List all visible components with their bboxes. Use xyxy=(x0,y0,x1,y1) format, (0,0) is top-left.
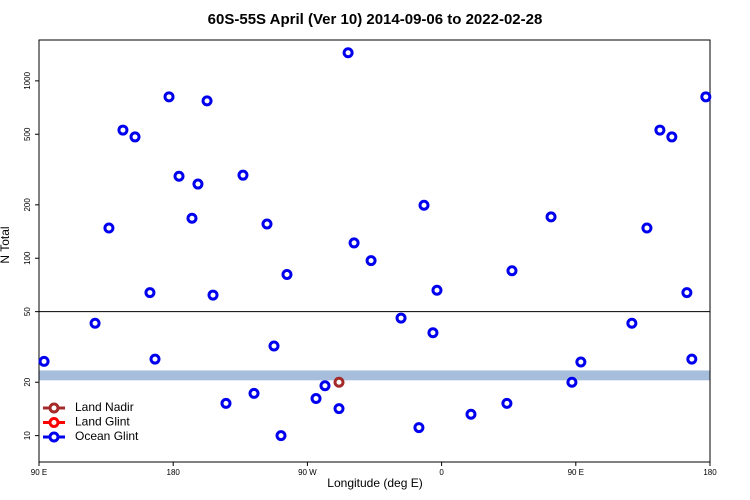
legend-marker xyxy=(48,402,60,414)
data-point xyxy=(275,430,287,442)
data-point xyxy=(310,392,322,404)
data-point xyxy=(237,169,249,181)
legend-marker xyxy=(48,431,60,443)
data-point xyxy=(418,199,430,211)
data-point xyxy=(261,218,273,230)
data-point xyxy=(248,387,260,399)
data-point xyxy=(333,376,345,388)
data-point xyxy=(654,124,666,136)
data-point xyxy=(281,268,293,280)
legend-label: Ocean Glint xyxy=(75,429,139,443)
data-point xyxy=(666,131,678,143)
data-point xyxy=(103,222,115,234)
data-point xyxy=(192,178,204,190)
data-point xyxy=(566,376,578,388)
x-axis-label: Longitude (deg E) xyxy=(327,476,422,490)
data-point xyxy=(465,408,477,420)
legend-label: Land Nadir xyxy=(75,400,134,414)
data-point xyxy=(545,211,557,223)
data-point xyxy=(201,95,213,107)
legend-label: Land Glint xyxy=(75,415,130,429)
x-tick-label: 90 E xyxy=(568,468,584,477)
data-point xyxy=(700,91,712,103)
y-tick-label: 200 xyxy=(23,198,32,212)
data-point xyxy=(163,91,175,103)
data-point xyxy=(89,317,101,329)
data-point xyxy=(186,212,198,224)
y-tick-label: 50 xyxy=(23,307,32,316)
data-point xyxy=(575,356,587,368)
y-tick-label: 100 xyxy=(23,251,32,265)
chart-title: 60S-55S April (Ver 10) 2014-09-06 to 202… xyxy=(208,11,543,28)
data-point xyxy=(117,124,129,136)
data-point xyxy=(342,47,354,59)
x-tick-label: 180 xyxy=(703,468,717,477)
data-point xyxy=(129,131,141,143)
data-point xyxy=(149,353,161,365)
data-point xyxy=(681,287,693,299)
data-point xyxy=(641,222,653,234)
y-tick-label: 20 xyxy=(23,377,32,386)
data-point xyxy=(686,353,698,365)
x-tick-label: 0 xyxy=(439,468,444,477)
legend-marker xyxy=(48,417,60,428)
y-tick-label: 500 xyxy=(23,127,32,141)
data-point xyxy=(173,170,185,182)
data-point xyxy=(626,317,638,329)
data-point xyxy=(207,289,219,301)
y-axis-label: N Total xyxy=(0,226,12,263)
plot-frame xyxy=(38,39,711,463)
data-point xyxy=(365,255,377,267)
data-point xyxy=(506,265,518,277)
x-tick-label: 180 xyxy=(167,468,181,477)
data-point xyxy=(501,397,513,409)
x-tick-label: 90 W xyxy=(298,468,317,477)
data-point xyxy=(144,287,156,299)
data-point xyxy=(38,355,50,367)
data-point xyxy=(395,312,407,324)
data-point xyxy=(427,327,439,339)
reference-band xyxy=(39,370,710,381)
data-point xyxy=(431,284,443,296)
data-point xyxy=(348,237,360,249)
x-tick-label: 90 E xyxy=(31,468,47,477)
data-point xyxy=(413,422,425,434)
y-tick-label: 10 xyxy=(23,431,32,440)
data-point xyxy=(319,380,331,392)
data-point xyxy=(333,403,345,415)
data-point xyxy=(268,340,280,352)
data-point xyxy=(220,397,232,409)
y-tick-label: 1000 xyxy=(23,71,32,89)
